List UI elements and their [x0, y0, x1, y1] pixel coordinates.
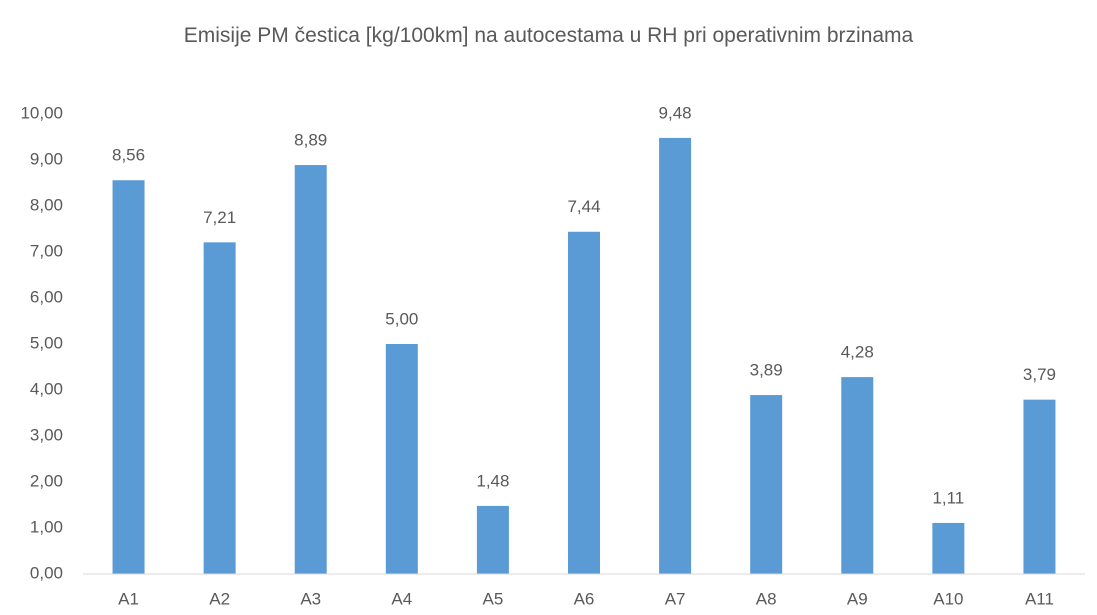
data-label: 8,56	[112, 146, 145, 165]
data-label: 5,00	[385, 309, 418, 328]
bar	[203, 242, 236, 574]
y-tick-label: 8,00	[30, 195, 63, 214]
y-tick-label: 3,00	[30, 425, 63, 444]
x-tick-label: A1	[118, 589, 139, 608]
data-label: 9,48	[659, 103, 692, 122]
y-tick-label: 9,00	[30, 149, 63, 168]
data-label: 1,48	[476, 471, 509, 490]
data-label: 7,21	[203, 208, 236, 227]
data-label: 7,44	[567, 197, 600, 216]
bar	[112, 180, 145, 575]
y-tick-label: 4,00	[30, 379, 63, 398]
x-tick-label: A11	[1025, 589, 1054, 608]
data-label: 3,79	[1023, 365, 1056, 384]
data-label: 1,11	[932, 488, 964, 507]
x-tick-label: A6	[574, 589, 595, 608]
x-tick-label: A9	[847, 589, 868, 608]
chart-title: Emisije PM čestica [kg/100km] na autoces…	[183, 24, 914, 47]
bar	[659, 137, 692, 575]
x-tick-label: A5	[483, 589, 504, 608]
data-label: 4,28	[841, 343, 874, 362]
y-tick-label: 0,00	[30, 563, 63, 582]
bar	[568, 231, 600, 574]
x-tick-label: A4	[391, 589, 412, 608]
x-tick-label: A3	[300, 589, 321, 608]
bar	[385, 344, 418, 574]
y-tick-label: 7,00	[30, 241, 63, 260]
bar	[294, 165, 327, 574]
y-tick-label: 10,00	[20, 103, 63, 122]
y-tick-label: 6,00	[30, 287, 63, 306]
y-tick-label: 2,00	[30, 471, 63, 490]
bar	[1023, 399, 1056, 574]
y-tick-label: 5,00	[30, 333, 63, 352]
y-tick-label: 1,00	[30, 517, 63, 536]
bar	[841, 377, 874, 574]
bar	[750, 395, 783, 574]
data-label: 3,89	[750, 361, 783, 380]
bar	[476, 505, 509, 574]
data-label: 8,89	[294, 131, 327, 150]
x-tick-label: A10	[933, 589, 963, 608]
bar	[932, 522, 965, 574]
title-box: Emisije PM čestica [kg/100km] na autoces…	[0, 20, 1097, 51]
x-tick-label: A2	[209, 589, 230, 608]
x-tick-label: A7	[665, 589, 686, 608]
x-tick-label: A8	[756, 589, 777, 608]
